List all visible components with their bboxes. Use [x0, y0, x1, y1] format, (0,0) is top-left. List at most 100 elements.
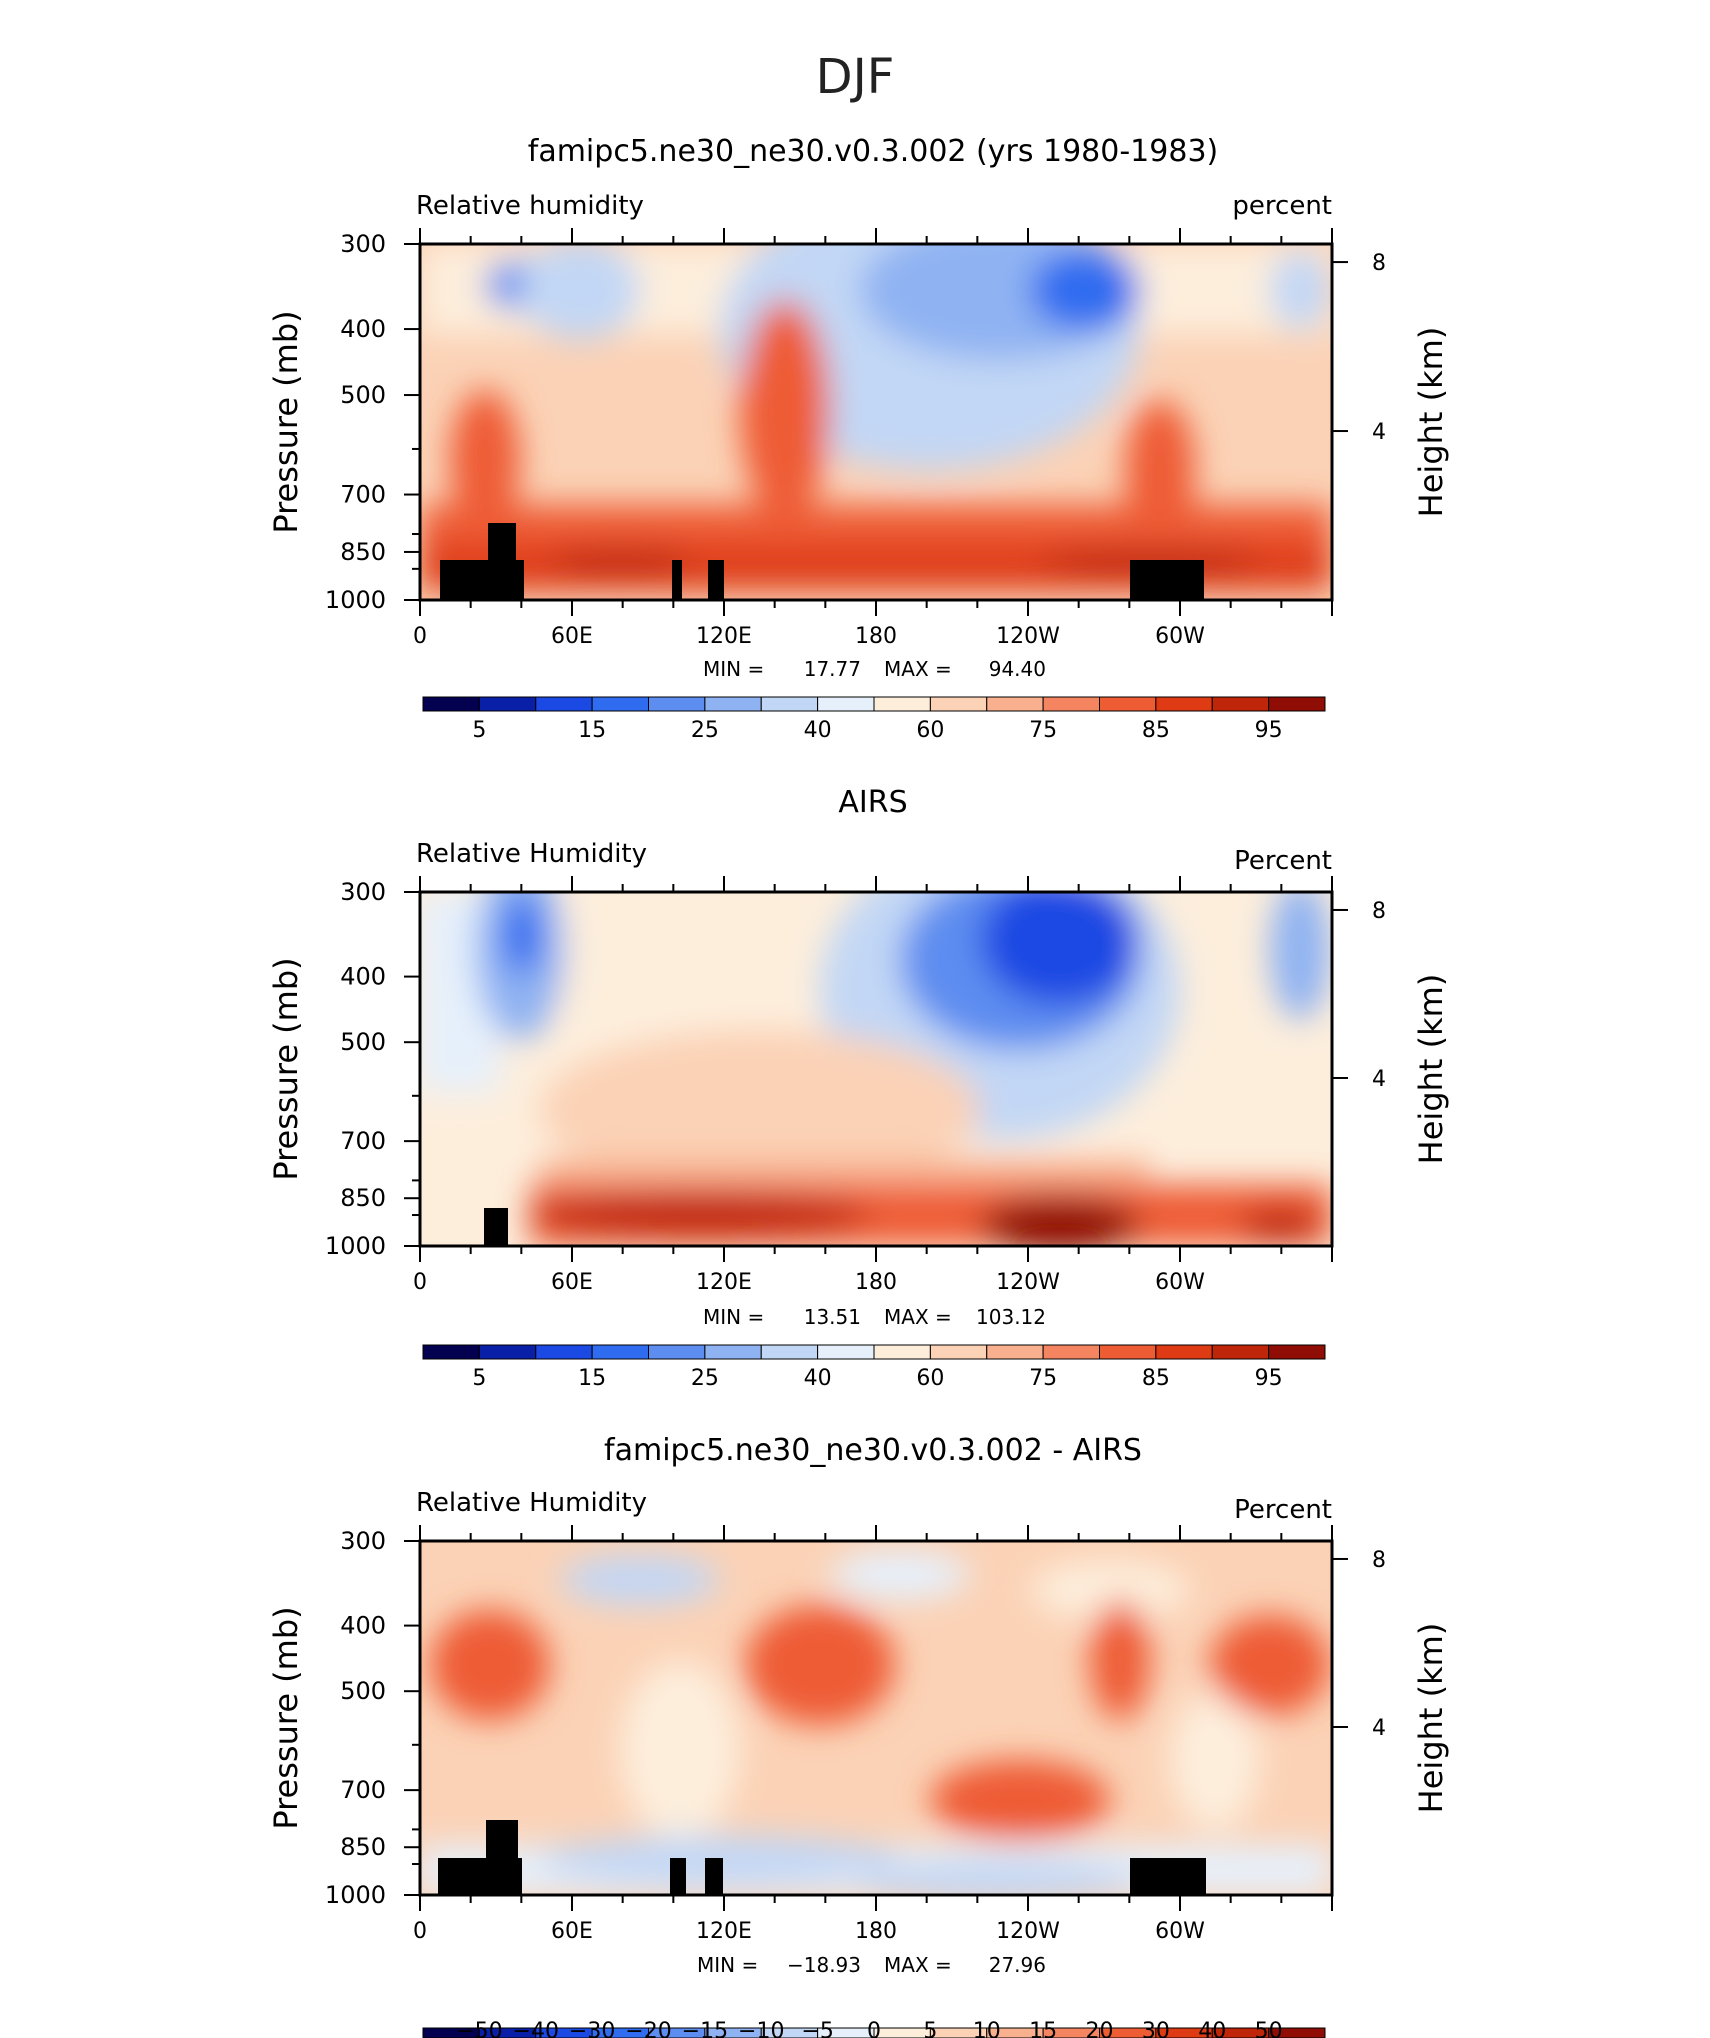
y-tick-label: 300	[340, 230, 386, 258]
colorbar-swatch	[1099, 1344, 1157, 1360]
colorbar-swatch	[535, 1344, 593, 1360]
x-tick-label: 120E	[696, 1270, 752, 1295]
colorbar-label: −30	[569, 2019, 615, 2038]
colorbar-swatch	[478, 1344, 537, 1360]
x-tick-label: 0	[413, 1270, 427, 1295]
axes: 0 60E 120E 180 120W 60W 300 400 500 700 850 1000 8 4	[325, 876, 1386, 1295]
x-tick-label: 180	[855, 624, 897, 649]
colorbar-swatch	[535, 696, 593, 712]
height-tick-label: 4	[1372, 1067, 1386, 1092]
figure-title: DJF	[816, 49, 895, 105]
colorbar-label: 95	[1255, 1366, 1283, 1391]
y-tick-label: 300	[340, 1527, 386, 1555]
min-label: MIN =	[697, 1953, 758, 1977]
min-value: 17.77	[804, 657, 861, 681]
height-tick-label: 8	[1372, 899, 1386, 924]
colorbar-swatch	[1268, 696, 1326, 712]
x-tick-label: 120W	[996, 1919, 1060, 1944]
height-tick-label: 4	[1372, 420, 1386, 445]
colorbar-label: 95	[1255, 718, 1283, 743]
colorbar-label: 0	[867, 2019, 881, 2038]
max-label: MAX =	[884, 1305, 952, 1329]
colorbar-label: 25	[691, 718, 719, 743]
x-tick-label: 60W	[1155, 1270, 1205, 1295]
y-tick-label: 1000	[325, 1232, 386, 1260]
colorbar-swatch	[929, 1344, 988, 1360]
colorbar-swatch	[422, 696, 480, 712]
topography-mask	[440, 523, 1204, 600]
colorbar-label: −20	[625, 2019, 671, 2038]
max-label: MAX =	[884, 1953, 952, 1977]
colorbar-swatch	[873, 696, 931, 712]
x-tick-label: 0	[413, 1919, 427, 1944]
x-tick-label: 0	[413, 624, 427, 649]
colorbar-swatch	[648, 696, 706, 712]
colorbar-label: 5	[472, 1366, 486, 1391]
units-label: Percent	[1234, 846, 1332, 876]
min-label: MIN =	[703, 657, 764, 681]
colorbar-label: 25	[691, 1366, 719, 1391]
max-label: MAX =	[884, 657, 952, 681]
colorbar-label: 40	[1198, 2019, 1226, 2038]
y-tick-label: 700	[340, 1127, 386, 1155]
colorbar-swatch	[1211, 696, 1270, 712]
axes: 0 60E 120E 180 120W 60W 300 400 500 700 850 1000 8 4	[325, 228, 1386, 649]
topography-mask	[438, 1820, 1206, 1895]
panel-title: AIRS	[838, 785, 907, 820]
colorbar-label: 15	[1029, 2019, 1057, 2038]
y-tick-label: 300	[340, 878, 386, 906]
colorbar-swatch	[1042, 696, 1100, 712]
colorbar-swatch	[986, 696, 1044, 712]
colorbar-swatch	[478, 696, 537, 712]
colorbar-label: 5	[923, 2019, 937, 2038]
y-axis-label: Pressure (mb)	[267, 310, 305, 533]
colorbar: 5 15 25 40 60 75 85 95	[422, 1344, 1326, 1391]
colorbar: 5 15 25 40 60 75 85 95	[422, 696, 1326, 743]
y-tick-label: 850	[340, 1184, 386, 1212]
colorbar-swatch	[648, 1344, 706, 1360]
y-tick-label: 500	[340, 1677, 386, 1705]
axes: 0 60E 120E 180 120W 60W 300 400 500 700 850 1000 8 4	[325, 1525, 1386, 1944]
colorbar-swatch	[986, 1344, 1044, 1360]
colorbar-label: 75	[1029, 1366, 1057, 1391]
y-tick-label: 400	[340, 963, 386, 991]
panel-title: famipc5.ne30_ne30.v0.3.002 - AIRS	[604, 1433, 1142, 1468]
y-tick-label: 850	[340, 1833, 386, 1861]
colorbar-label: −40	[513, 2019, 559, 2038]
y-axis-label-right: Height (km)	[1412, 974, 1450, 1165]
height-tick-label: 8	[1372, 1548, 1386, 1573]
y-axis-label: Pressure (mb)	[267, 1606, 305, 1829]
colorbar-label: 15	[578, 1366, 606, 1391]
colorbar-swatch	[760, 696, 819, 712]
colorbar-swatch	[422, 1344, 480, 1360]
colorbar-swatch	[1155, 1344, 1213, 1360]
colorbar-label: 5	[472, 718, 486, 743]
x-tick-label: 60E	[551, 1919, 593, 1944]
y-tick-label: 1000	[325, 586, 386, 614]
colorbar-label: 75	[1029, 718, 1057, 743]
units-label: Percent	[1234, 1495, 1332, 1525]
colorbar-swatch	[1268, 2027, 1326, 2038]
colorbar-label: 60	[916, 1366, 944, 1391]
x-tick-label: 60E	[551, 624, 593, 649]
colorbar-swatch	[760, 1344, 819, 1360]
topography-mask	[484, 1208, 508, 1246]
height-tick-label: 8	[1372, 251, 1386, 276]
units-label: percent	[1232, 191, 1332, 221]
colorbar-label: 20	[1086, 2019, 1114, 2038]
min-value: 13.51	[804, 1305, 861, 1329]
colorbar-swatch	[704, 1344, 762, 1360]
colorbar-swatch	[929, 696, 988, 712]
x-tick-label: 60E	[551, 1270, 593, 1295]
colorbar-label: 40	[804, 718, 832, 743]
variable-label: Relative Humidity	[416, 1488, 647, 1518]
colorbar-label: 50	[1255, 2019, 1283, 2038]
panel-title: famipc5.ne30_ne30.v0.3.002 (yrs 1980-198…	[528, 134, 1218, 169]
x-tick-label: 120W	[996, 624, 1060, 649]
panel-model: famipc5.ne30_ne30.v0.3.002 (yrs 1980-198…	[267, 134, 1450, 743]
colorbar-swatch	[591, 1344, 649, 1360]
colorbar-label: −15	[682, 2019, 728, 2038]
y-tick-label: 700	[340, 481, 386, 509]
colorbar-label: −10	[738, 2019, 784, 2038]
y-axis-label-right: Height (km)	[1412, 327, 1450, 518]
